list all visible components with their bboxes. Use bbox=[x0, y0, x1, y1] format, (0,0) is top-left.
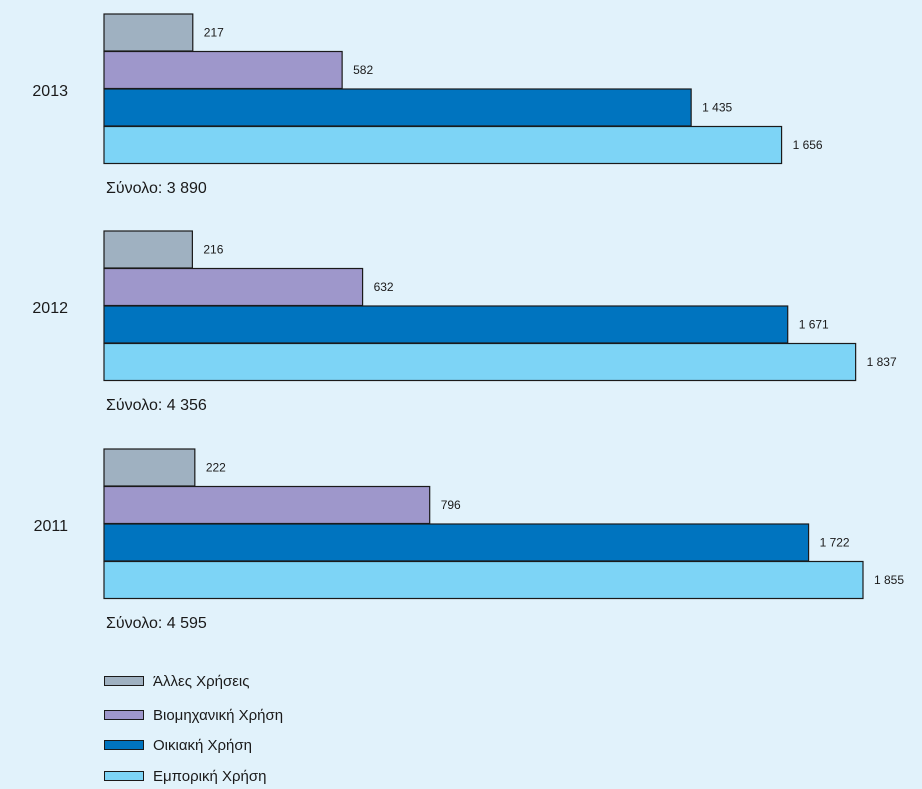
category-label-2012: 2012 bbox=[32, 300, 68, 317]
bar-2011-other-uses bbox=[103, 448, 196, 487]
legend-label-industrial-use: Βιομηχανική Χρήση bbox=[153, 707, 284, 724]
bar-2011-industrial-use bbox=[103, 485, 431, 525]
bar-2012-industrial-use bbox=[103, 267, 364, 307]
category-label-2011: 2011 bbox=[34, 518, 69, 535]
category-label-2013: 2013 bbox=[32, 83, 68, 100]
data-label-2012-other-uses: 216 bbox=[203, 243, 223, 257]
legend-swatch-industrial-use bbox=[104, 710, 144, 720]
total-label-2011: Σύνολο: 4 595 bbox=[106, 615, 207, 632]
data-label-2013-industrial-use: 582 bbox=[353, 63, 373, 77]
data-label-2013-commercial-use: 1 656 bbox=[793, 138, 823, 152]
data-label-2012-industrial-use: 632 bbox=[374, 280, 394, 294]
legend-swatch-commercial-use bbox=[104, 771, 144, 781]
data-label-2011-other-uses: 222 bbox=[206, 461, 226, 475]
bar-group-2011: 222 796 1 722 1 855 bbox=[103, 448, 904, 600]
data-label-2012-household-use: 1 671 bbox=[799, 318, 829, 332]
bar-2013-other-uses bbox=[103, 13, 194, 52]
legend-label-household-use: Οικιακή Χρήση bbox=[153, 737, 252, 754]
total-label-2013: Σύνολο: 3 890 bbox=[106, 180, 207, 197]
data-label-2013-other-uses: 217 bbox=[204, 26, 224, 40]
legend-label-commercial-use: Εμπορική Χρήση bbox=[153, 768, 267, 785]
bar-2011-commercial-use bbox=[103, 560, 864, 600]
bar-group-2013: 217 582 1 435 1 656 bbox=[103, 13, 823, 165]
data-label-2011-commercial-use: 1 855 bbox=[874, 573, 904, 587]
bar-2012-other-uses bbox=[103, 230, 193, 269]
bar-2012-commercial-use bbox=[103, 342, 857, 382]
bar-2012-household-use bbox=[103, 305, 789, 344]
bar-2011-household-use bbox=[103, 523, 810, 562]
bar-group-2012: 216 632 1 671 1 837 bbox=[103, 230, 897, 382]
legend-label-other-uses: Άλλες Χρήσεις bbox=[153, 673, 250, 690]
legend-swatch-other-uses bbox=[104, 676, 144, 686]
bar-2013-household-use bbox=[103, 88, 692, 127]
data-label-2013-household-use: 1 435 bbox=[702, 101, 732, 115]
data-label-2011-household-use: 1 722 bbox=[820, 536, 850, 550]
bar-2013-commercial-use bbox=[103, 125, 783, 165]
total-label-2012: Σύνολο: 4 356 bbox=[106, 397, 207, 414]
data-label-2011-industrial-use: 796 bbox=[441, 498, 461, 512]
legend-swatch-household-use bbox=[104, 740, 144, 750]
data-label-2012-commercial-use: 1 837 bbox=[867, 355, 897, 369]
bar-2013-industrial-use bbox=[103, 50, 343, 90]
